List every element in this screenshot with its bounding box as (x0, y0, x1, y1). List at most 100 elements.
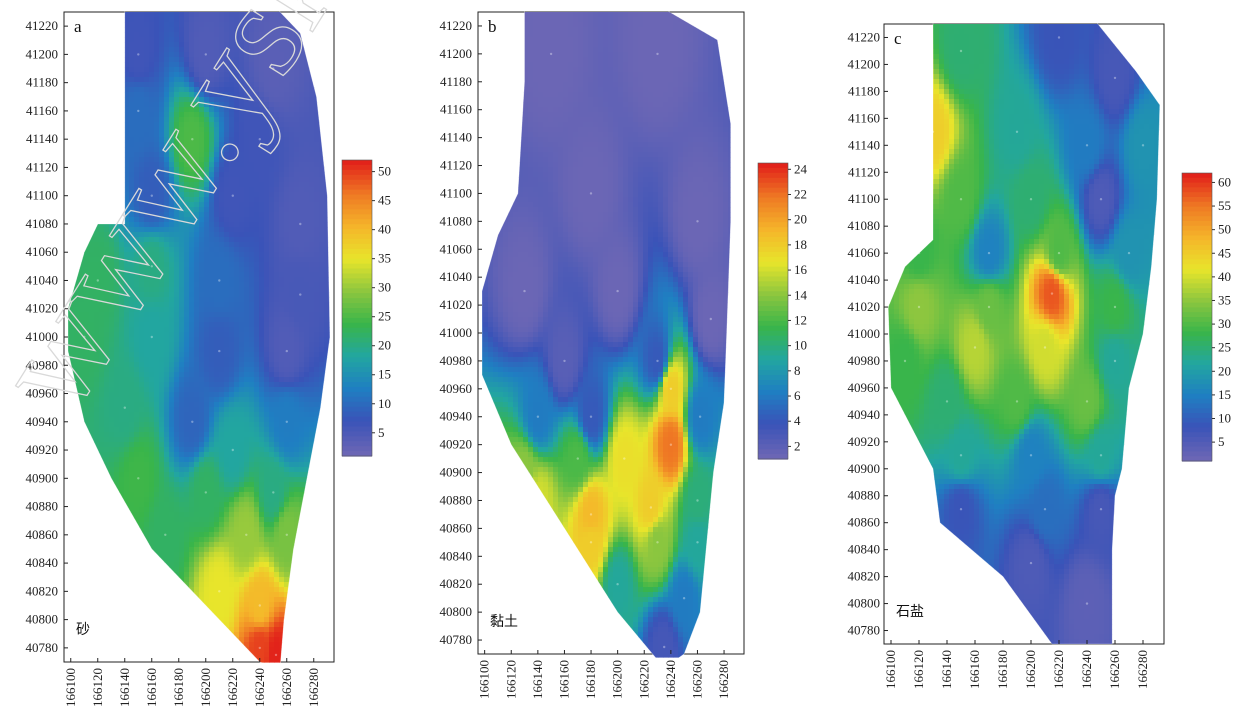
sample-point (987, 305, 991, 309)
y-tick-label: 40880 (26, 499, 59, 514)
x-tick-label: 166240 (1079, 650, 1094, 689)
sample-point (1029, 198, 1033, 201)
y-tick-label: 40780 (848, 623, 881, 638)
colorbar-tick-label: 15 (1218, 387, 1231, 402)
sample-point (1113, 305, 1117, 309)
colorbar-tick-label: 14 (794, 287, 808, 302)
field-boundary (481, 4, 732, 669)
panel-letter: c (894, 29, 902, 48)
sample-point (959, 454, 963, 457)
y-tick-label: 40980 (440, 353, 473, 368)
sample-point (682, 597, 686, 600)
colorbar-tick-label: 25 (378, 309, 391, 324)
y-tick-label: 41120 (440, 158, 472, 173)
x-tick-label: 166280 (306, 668, 321, 707)
y-tick-label: 40860 (848, 515, 881, 530)
sample-point (959, 508, 963, 511)
x-tick-label: 166260 (689, 660, 704, 699)
x-tick-label: 166160 (967, 650, 982, 689)
sample-point (1099, 508, 1103, 511)
sample-point (669, 387, 673, 390)
x-tick-label: 166140 (939, 650, 954, 689)
x-tick-label: 166160 (556, 660, 571, 699)
y-tick-label: 40780 (440, 632, 473, 647)
y-tick-label: 41100 (848, 191, 880, 206)
y-tick-label: 40820 (848, 569, 881, 584)
sample-point (150, 265, 153, 268)
sample-point (1029, 561, 1033, 565)
colorbar-tick-label: 35 (378, 251, 391, 266)
sample-point (218, 279, 221, 282)
y-tick-label: 40880 (848, 488, 881, 503)
sample-point (299, 293, 302, 296)
sample-point (589, 415, 593, 418)
x-tick-label: 166120 (911, 650, 926, 689)
sample-point (523, 471, 526, 474)
y-tick-label: 41020 (440, 297, 473, 312)
sample-point (1015, 130, 1019, 133)
y-tick-label: 40900 (848, 461, 881, 476)
x-tick-label: 166140 (117, 668, 132, 707)
sample-point (258, 138, 261, 141)
y-tick-label: 40820 (26, 583, 59, 598)
y-tick-label: 40840 (440, 548, 473, 563)
x-tick-label: 166260 (279, 668, 294, 707)
panel-a: 41220 41200 41180 41160 41140 41120 41100 41080… (26, 4, 391, 707)
sample-point (663, 645, 666, 649)
x-tick-label: 166200 (610, 660, 625, 699)
sample-point (137, 109, 140, 113)
sample-point (1043, 508, 1047, 511)
sample-point (191, 138, 194, 141)
y-tick-label: 41220 (848, 29, 881, 44)
y-tick-label: 40880 (440, 492, 473, 507)
sample-point (616, 583, 619, 586)
sample-point (272, 491, 275, 494)
sample-point (536, 499, 540, 502)
colorbar-tick-label: 18 (794, 237, 807, 252)
y-tick-label: 41040 (848, 272, 881, 287)
x-tick-label: 166180 (995, 650, 1010, 689)
colorbar-tick-label: 10 (378, 396, 391, 411)
x-tick-label: 166200 (1023, 650, 1038, 689)
y-tick-label: 41080 (848, 218, 881, 233)
colorbar-tick-label: 12 (794, 312, 807, 327)
y-tick-label: 41060 (440, 241, 473, 256)
colorbar-tick-label: 4 (794, 413, 801, 428)
sample-point (656, 541, 659, 544)
y-tick-label: 41140 (440, 130, 472, 145)
sample-point (917, 305, 921, 309)
colorbar-tick-label: 2 (794, 438, 801, 453)
x-tick-label: 166220 (636, 660, 651, 699)
y-tick-label: 41160 (440, 102, 472, 117)
sample-point (150, 194, 153, 197)
sample-point (987, 251, 991, 255)
material-label: 砂 (76, 622, 90, 638)
x-tick-label: 166240 (252, 668, 267, 707)
sample-point (258, 604, 261, 607)
colorbar: 60 55 50 45 40 35 30 25 20 15 10 5 (1181, 172, 1231, 462)
sample-point (272, 67, 275, 70)
field-boundary (887, 10, 1161, 645)
material-label: 石盐 (896, 604, 924, 620)
y-tick-label: 40920 (440, 437, 473, 452)
sample-point (285, 420, 288, 423)
sample-point (931, 130, 935, 133)
colorbar-tick-label: 24 (794, 161, 808, 176)
x-tick-label: 166180 (583, 660, 598, 699)
contour-field (482, 12, 731, 658)
y-tick-label: 40960 (26, 386, 59, 401)
sample-point (709, 317, 712, 321)
y-tick-label: 40920 (848, 434, 881, 449)
sample-point (698, 415, 702, 418)
sample-point (150, 335, 153, 339)
y-tick-label: 40860 (26, 527, 59, 542)
y-tick-label: 41040 (440, 269, 473, 284)
sample-point (137, 53, 140, 56)
y-tick-label: 40840 (848, 542, 881, 557)
sample-point (274, 653, 278, 657)
colorbar-tick-label: 45 (1218, 245, 1231, 260)
colorbar-tick-label: 15 (378, 367, 391, 382)
y-tick-label: 41000 (440, 325, 473, 340)
colorbar-tick-label: 45 (378, 193, 391, 208)
